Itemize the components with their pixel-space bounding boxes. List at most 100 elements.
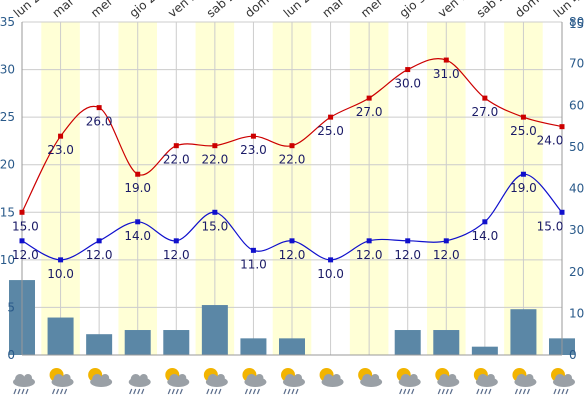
cloud-puff <box>53 374 64 384</box>
rain-drop <box>449 388 453 395</box>
cloud-puff <box>169 374 180 384</box>
category-label: mar 22 <box>50 0 92 20</box>
rain-drop <box>480 388 484 395</box>
min-temp-label: 11.0 <box>240 257 267 271</box>
cloud-puff <box>448 374 457 382</box>
rain-drop <box>25 388 29 395</box>
rain-drop <box>256 388 260 395</box>
sun-cloud-rain-icon <box>435 368 460 395</box>
right-tick-label: 40 <box>569 182 584 196</box>
cloud-puff <box>477 374 488 384</box>
rain-drop <box>252 388 256 395</box>
max-temp-marker <box>366 95 372 101</box>
max-temp-label: 22.0 <box>163 153 190 167</box>
cloud-puff <box>139 374 148 382</box>
category-label: sab 26 <box>204 0 244 20</box>
min-temp-label: 14.0 <box>471 229 498 243</box>
min-temp-marker <box>289 238 295 244</box>
min-temp-label: 15.0 <box>537 219 564 233</box>
cloud-puff <box>555 374 565 384</box>
rain-drop <box>283 388 287 395</box>
category-label: mer 30 <box>358 0 400 20</box>
max-temp-label: 22.0 <box>279 153 306 167</box>
cloud-puff <box>15 374 25 384</box>
rain-drop <box>526 388 530 395</box>
rain-icon <box>128 374 151 395</box>
rain-drop <box>210 388 214 395</box>
cloud-puff <box>486 374 495 382</box>
category-label: mer 23 <box>88 0 130 20</box>
rain-drop <box>476 388 480 395</box>
max-temp-marker <box>520 114 526 120</box>
precip-bar <box>240 338 267 355</box>
max-temp-marker <box>559 124 565 130</box>
min-temp-marker <box>520 171 526 177</box>
min-temp-label: 12.0 <box>394 248 421 262</box>
max-temp-marker <box>482 95 488 101</box>
rain-drop <box>17 388 21 395</box>
cloud-puff <box>564 374 572 382</box>
cloud-puff <box>285 374 295 384</box>
max-temp-marker <box>19 209 25 215</box>
cloud-puff <box>207 374 218 384</box>
rain-icon <box>13 374 35 395</box>
min-temp-label: 12.0 <box>356 248 383 262</box>
sun-cloud-icon <box>319 368 344 387</box>
left-tick-label: 10 <box>0 253 15 267</box>
cloud-puff <box>92 374 103 384</box>
rain-drop <box>553 388 557 395</box>
min-temp-marker <box>482 219 488 225</box>
min-temp-marker <box>19 238 25 244</box>
sun-cloud-rain-icon <box>203 368 228 395</box>
max-temp-marker <box>405 67 411 73</box>
min-temp-label: 12.0 <box>433 248 460 262</box>
sun-cloud-rain-icon <box>281 368 305 395</box>
cloud-puff <box>362 374 373 384</box>
precip-bar <box>510 309 537 355</box>
top-right-label: 15 <box>569 17 584 31</box>
right-tick-label: 70 <box>569 57 584 71</box>
sun-cloud-icon <box>88 368 113 387</box>
precip-bar <box>124 330 151 355</box>
left-tick-label: 0 <box>7 348 15 362</box>
cloud-puff <box>101 374 110 382</box>
rain-drop <box>557 388 561 395</box>
cloud-puff <box>371 374 380 382</box>
rain-drop <box>56 388 60 395</box>
precip-bar <box>433 330 460 355</box>
max-temp-marker <box>250 133 256 139</box>
max-temp-marker <box>443 57 449 63</box>
rain-drop <box>167 388 171 395</box>
right-tick-label: 80 <box>569 15 584 29</box>
max-temp-label: 22.0 <box>201 153 228 167</box>
right-tick-label: 60 <box>569 98 584 112</box>
min-temp-label: 14.0 <box>124 229 151 243</box>
min-temp-label: 12.0 <box>279 248 306 262</box>
cloud-puff <box>24 374 32 382</box>
right-tick-label: 50 <box>569 140 584 154</box>
rain-drop <box>287 388 291 395</box>
max-temp-marker <box>135 171 141 177</box>
max-temp-marker <box>96 105 102 111</box>
max-temp-line <box>21 58 563 213</box>
min-temp-marker <box>443 238 449 244</box>
rain-drop <box>441 388 445 395</box>
min-temp-marker <box>328 257 334 263</box>
category-label: dom 3 <box>512 0 550 20</box>
min-temp-marker <box>96 238 102 244</box>
sun-cloud-rain-icon <box>512 368 537 395</box>
rain-drop <box>206 388 210 395</box>
rain-drop <box>561 388 565 395</box>
cloud-puff <box>525 374 534 382</box>
rain-drop <box>171 388 175 395</box>
sun-cloud-icon <box>358 368 383 387</box>
rain-drop <box>179 388 183 395</box>
cloud-puff <box>246 374 257 384</box>
max-temp-label: 27.0 <box>356 105 383 119</box>
cloud-puff <box>62 374 71 382</box>
category-label: sab 2 <box>474 0 508 20</box>
rain-drop <box>295 388 299 395</box>
cloud-puff <box>332 374 341 382</box>
precip-bar <box>47 317 74 355</box>
sun-cloud-rain-icon <box>396 368 421 395</box>
